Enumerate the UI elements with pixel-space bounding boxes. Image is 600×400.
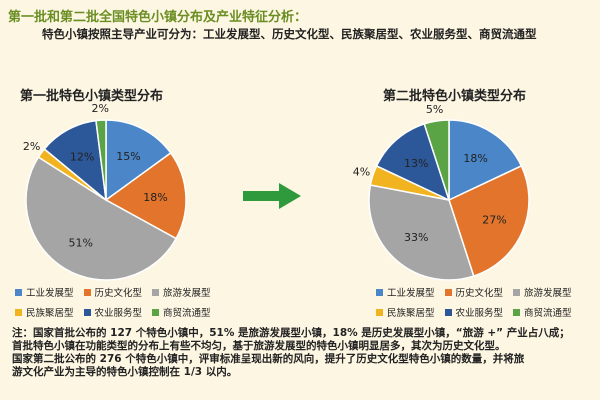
legend-item-historical: 历史文化型	[83, 285, 143, 299]
footnote: 注：国家首批公布的 127 个特色小镇中，51% 是旅游发展型小镇，18% 是历…	[12, 327, 592, 379]
pie-slice-agricultural	[43, 119, 107, 202]
pie-data-label: 2%	[91, 102, 108, 115]
pie-data-label: 2%	[23, 140, 40, 153]
legend-swatch	[376, 288, 383, 296]
pie-data-label: 27%	[482, 214, 506, 227]
pie-slice-industrial	[105, 119, 172, 202]
legend-label: 工业发展型	[387, 288, 435, 299]
legend-swatch	[15, 308, 22, 316]
chart-title-batch1: 第一批特色小镇类型分布	[20, 89, 164, 104]
pie-data-label: 4%	[353, 166, 370, 179]
legend-item-agricultural: 农业服务型	[83, 305, 143, 319]
page-subheading: 特色小镇按照主导产业可分为：工业发展型、历史文化型、民族聚居型、农业服务型、商贸…	[42, 27, 537, 41]
pie-slice-industrial	[448, 119, 523, 202]
pie-data-label: 15%	[116, 150, 140, 163]
legend-swatch	[513, 308, 521, 316]
pie-slice-commerce	[423, 119, 450, 201]
legend-swatch	[444, 308, 452, 316]
legend-item-industrial: 工业发展型	[15, 285, 74, 299]
pie-data-label: 51%	[69, 237, 93, 250]
legend-swatch	[152, 308, 160, 316]
legend-item-ethnic: 民族聚居型	[15, 305, 74, 319]
pie-slice-commerce	[95, 119, 107, 201]
legend-label: 工业发展型	[26, 288, 74, 299]
legend-batch2: 工业发展型 历史文化型 旅游发展型 民族聚居型 农业服务型 商贸流通型	[376, 285, 572, 325]
footnote-line: 国家第二批公布的 276 个特色小镇中，评审标准呈现出新的风向，提升了历史文化型…	[12, 353, 525, 365]
page-heading: 第一批和第二批全国特色小镇分布及产业特征分析：	[8, 10, 308, 25]
pie-data-label: 5%	[426, 103, 443, 116]
right-arrow-icon	[243, 183, 301, 209]
pie-data-label: 18%	[143, 191, 167, 204]
legend-swatch	[15, 288, 22, 296]
legend-item-industrial: 工业发展型	[376, 285, 435, 299]
legend-item-agricultural: 农业服务型	[444, 305, 504, 319]
legend-item-ethnic: 民族聚居型	[376, 305, 435, 319]
footnote-line: 注：国家首批公布的 127 个特色小镇中，51% 是旅游发展型小镇，18% 是历…	[12, 327, 570, 339]
legend-label: 农业服务型	[455, 308, 504, 319]
legend-label: 农业服务型	[94, 308, 143, 319]
legend-label: 民族聚居型	[387, 308, 435, 319]
chart-title-batch2: 第二批特色小镇类型分布	[383, 89, 527, 104]
legend-item-tourism: 旅游发展型	[513, 285, 572, 299]
legend-item-tourism: 旅游发展型	[152, 285, 211, 299]
legend-label: 旅游发展型	[524, 288, 572, 299]
legend-label: 民族聚居型	[26, 308, 74, 319]
legend-label: 历史文化型	[455, 288, 504, 299]
pie-data-label: 12%	[70, 151, 94, 164]
legend-item-commerce: 商贸流通型	[152, 305, 211, 319]
pie-slice-tourism	[368, 184, 475, 281]
pie-data-label: 13%	[404, 157, 428, 170]
pie-data-label: 18%	[463, 152, 487, 165]
legend-swatch	[444, 288, 452, 296]
legend-swatch	[513, 288, 521, 296]
legend-item-commerce: 商贸流通型	[513, 305, 572, 319]
legend-label: 商贸流通型	[163, 308, 211, 319]
legend-swatch	[152, 288, 160, 296]
footnote-line: 游文化产业为主导的特色小镇控制在 1/3 以内。	[12, 366, 238, 378]
legend-item-historical: 历史文化型	[444, 285, 504, 299]
legend-swatch	[83, 288, 91, 296]
legend-label: 历史文化型	[94, 288, 143, 299]
pie-slice-historical	[448, 164, 530, 278]
pie-data-label: 33%	[404, 231, 428, 244]
pie-slice-agricultural	[375, 122, 451, 202]
footnote-line: 首批特色小镇在功能类型的分布上有些不均匀，基于旅游发展型的特色小镇明显居多，其次…	[12, 340, 506, 352]
legend-batch1: 工业发展型 历史文化型 旅游发展型 民族聚居型 农业服务型 商贸流通型	[15, 285, 211, 325]
legend-label: 商贸流通型	[524, 308, 572, 319]
legend-swatch	[376, 308, 383, 316]
pie-slice-historical	[104, 151, 187, 240]
legend-label: 旅游发展型	[163, 288, 211, 299]
pie-slice-tourism	[25, 156, 178, 281]
legend-swatch	[83, 308, 91, 316]
